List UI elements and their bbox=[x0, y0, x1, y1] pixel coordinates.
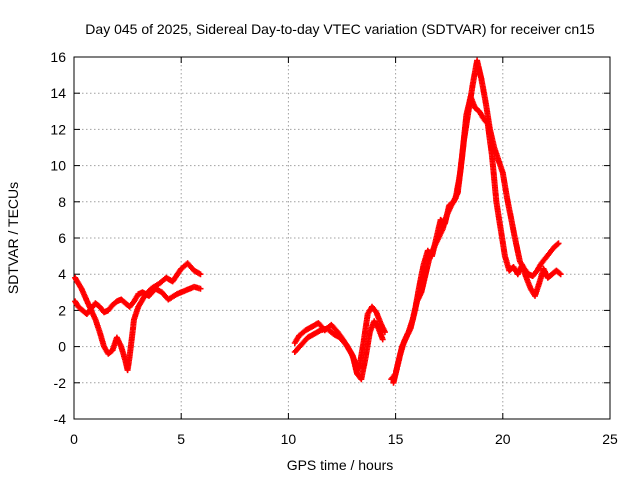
x-tick-label: 0 bbox=[70, 431, 78, 447]
series-segment-1 bbox=[72, 260, 204, 374]
y-tick-label: -2 bbox=[54, 375, 67, 391]
data-points bbox=[72, 57, 564, 386]
data-point bbox=[197, 285, 204, 292]
x-tick-label: 10 bbox=[281, 431, 297, 447]
y-tick-label: 0 bbox=[58, 339, 66, 355]
series-segment-1-lower bbox=[72, 283, 204, 317]
data-point bbox=[381, 329, 388, 336]
y-tick-label: 4 bbox=[58, 266, 66, 282]
y-axis-label: SDTVAR / TECUs bbox=[5, 182, 21, 294]
chart-title: Day 045 of 2025, Sidereal Day-to-day VTE… bbox=[85, 21, 595, 37]
x-tick-label: 20 bbox=[495, 431, 511, 447]
x-tick-label: 15 bbox=[388, 431, 404, 447]
data-point bbox=[197, 271, 204, 278]
y-tick-label: 12 bbox=[50, 121, 66, 137]
x-tick-label: 25 bbox=[602, 431, 618, 447]
x-tick-label: 5 bbox=[177, 431, 185, 447]
y-tick-label: 16 bbox=[50, 49, 66, 65]
y-tick-label: 10 bbox=[50, 158, 66, 174]
data-point bbox=[554, 241, 561, 248]
series-segment-2-lower bbox=[291, 318, 386, 383]
data-point bbox=[556, 270, 563, 277]
y-tick-label: 14 bbox=[50, 85, 66, 101]
y-tick-label: 6 bbox=[58, 230, 66, 246]
x-axis-label: GPS time / hours bbox=[287, 457, 394, 473]
y-tick-label: -4 bbox=[54, 411, 67, 427]
y-tick-label: 8 bbox=[58, 194, 66, 210]
data-point bbox=[379, 336, 386, 343]
y-tick-label: 2 bbox=[58, 302, 66, 318]
axis-ticks: 0 5 10 15 20 25 -4 -2 0 2 4 6 8 10 12 14 16 bbox=[50, 49, 618, 447]
series-segment-3-lower bbox=[390, 93, 564, 386]
grid-lines bbox=[74, 57, 610, 419]
data-point bbox=[557, 271, 564, 278]
data-point bbox=[555, 240, 562, 247]
